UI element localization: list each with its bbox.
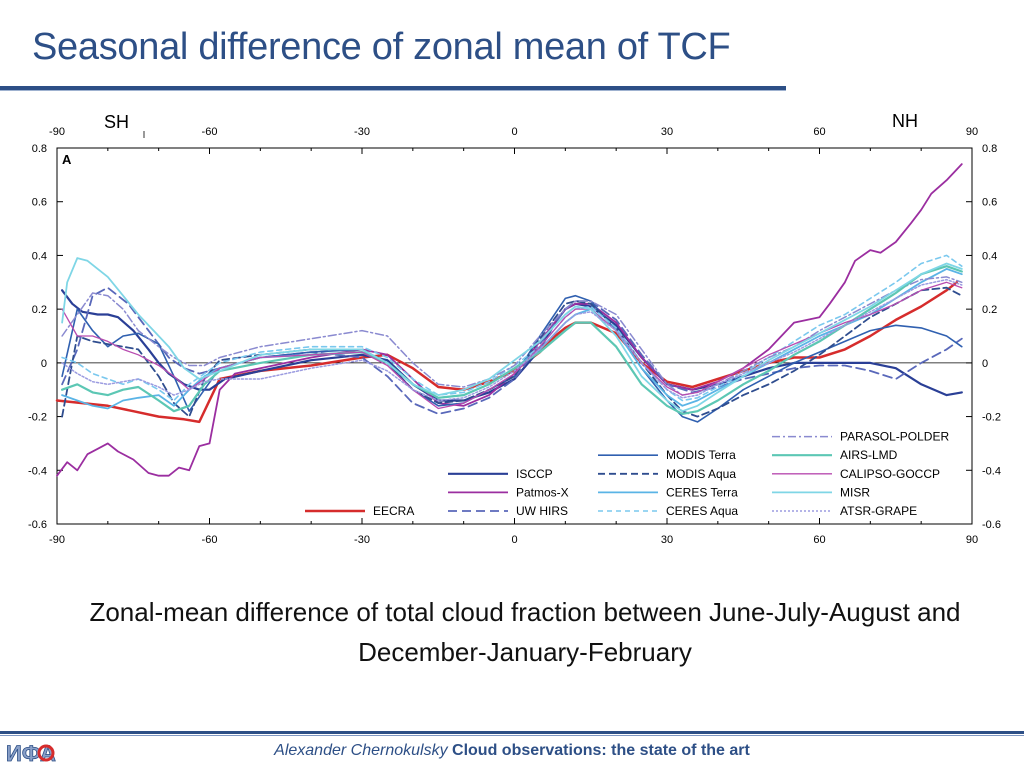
legend-label: ISCCP [516,467,553,481]
y-tick-label-left: 0.4 [32,250,47,262]
series-line [61,294,963,423]
legend-label: MISR [840,485,870,499]
y-tick-label-left: -0.6 [28,519,47,531]
x-tick-label-top: -90 [49,126,65,138]
y-tick-label-right: 0 [982,358,988,370]
legend-label: CERES Terra [666,485,738,499]
legend-label: CERES Aqua [666,504,738,518]
legend-label: ATSR-GRAPE [840,504,917,518]
y-tick-label-left: 0.2 [32,304,47,316]
legend-label: CALIPSO-GOCCP [840,467,940,481]
x-tick-label-top: 90 [966,126,978,138]
legend-label: MODIS Terra [666,448,736,462]
x-tick-label-bottom: 30 [661,534,673,546]
legend-label: UW HIRS [516,504,568,518]
x-tick-label-bottom: -60 [202,534,218,546]
footer-divider [0,731,1024,734]
chart-legend: EECRA ISCCP Patmos-X UW HIRS MODIS Terra MODI… [305,430,949,518]
series-line [56,163,963,477]
y-tick-label-right: -0.6 [982,519,1001,531]
nh-label: NH [892,111,918,131]
y-tick-label-right: 0.4 [982,250,997,262]
slide-title: Seasonal difference of zonal mean of TCF [32,26,731,68]
x-tick-label-top: 0 [511,126,517,138]
y-tick-label-right: -0.2 [982,412,1001,424]
title-divider [0,86,786,90]
institute-logo: ИФА [6,741,57,767]
chart-axes: -90 -90 -60 -60 -30 -30 0 0 30 30 60 60 90 90 -0.6 -0.6… [28,111,1001,546]
x-tick-label-top: 60 [813,126,825,138]
y-tick-label-left: 0.8 [32,143,47,155]
x-tick-label-top: 30 [661,126,673,138]
y-tick-label-left: -0.2 [28,412,47,424]
series-line [61,278,963,402]
x-tick-label-top: -60 [202,126,218,138]
footer: Alexander Chernokulsky Cloud observation… [0,742,1024,760]
footer-author: Alexander Chernokulsky [274,742,448,759]
legend-label: AIRS-LMD [840,448,898,462]
y-tick-label-left: -0.4 [28,465,47,477]
footer-talk-title: Cloud observations: the state of the art [452,742,750,759]
y-tick-label-right: -0.4 [982,465,1001,477]
legend-label: MODIS Aqua [666,467,736,481]
series-line [61,286,963,415]
series-line [61,254,963,402]
series-line [61,265,963,415]
figure-caption: Zonal-mean difference of total cloud fra… [89,597,961,667]
y-tick-label-right: 0.8 [982,143,997,155]
plot-frame [56,147,973,525]
x-tick-label-bottom: -90 [49,534,65,546]
chart-series-lines [55,163,963,477]
x-tick-label-bottom: 90 [966,534,978,546]
y-tick-label-left: 0.6 [32,197,47,209]
x-tick-label-bottom: -30 [354,534,370,546]
y-tick-label-right: 0.2 [982,304,997,316]
y-tick-label-left: 0 [41,358,47,370]
zonal-mean-chart: -90 -90 -60 -60 -30 -30 0 0 30 30 60 60 90 90 -0.6 -0.6… [28,111,1001,546]
y-tick-label-right: 0.6 [982,197,997,209]
legend-label: Patmos-X [516,485,569,499]
legend-label: PARASOL-POLDER [840,430,949,444]
title-divider-shadow [0,90,786,91]
series-line [61,257,963,413]
x-tick-label-bottom: 60 [813,534,825,546]
sh-label: SH [104,112,129,132]
series-line [61,268,963,410]
panel-label: A [62,152,72,167]
series-line [61,286,963,418]
x-tick-label-bottom: 0 [511,534,517,546]
footer-divider-thin [0,735,1024,736]
x-tick-label-top: -30 [354,126,370,138]
legend-label: EECRA [373,504,414,518]
